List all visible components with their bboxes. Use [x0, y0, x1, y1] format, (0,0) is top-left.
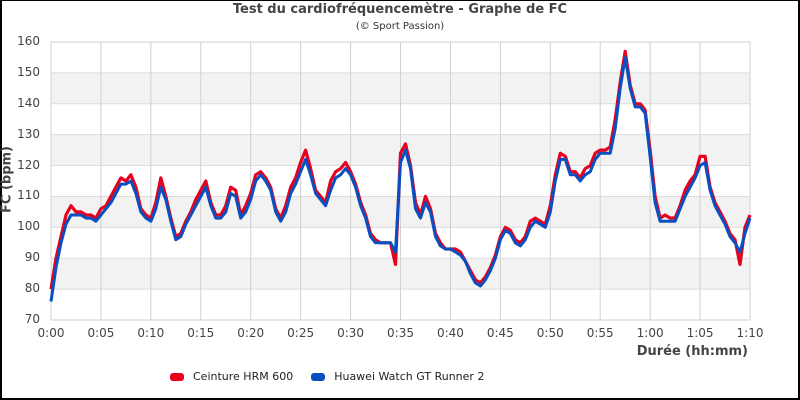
- y-tick-label: 70: [24, 312, 40, 326]
- legend-item-huawei[interactable]: Huawei Watch GT Runner 2: [311, 370, 484, 383]
- x-tick-label: 0:50: [536, 326, 564, 340]
- x-tick-label: 0:05: [87, 326, 115, 340]
- legend: Ceinture HRM 600 Huawei Watch GT Runner …: [170, 370, 502, 383]
- x-tick-label: 1:10: [736, 326, 764, 340]
- chart-title: Test du cardiofréquencemètre - Graphe de…: [232, 2, 568, 17]
- y-tick-label: 110: [17, 188, 40, 203]
- x-tick-label: 0:35: [387, 326, 414, 340]
- x-tick-label: 0:20: [237, 326, 265, 340]
- legend-swatch-blue-icon: [311, 372, 326, 381]
- legend-label: Ceinture HRM 600: [193, 370, 294, 383]
- chart-subtitle: (© Sport Passion): [355, 21, 445, 32]
- legend-item-hrm600[interactable]: Ceinture HRM 600: [170, 370, 293, 383]
- x-tick-label: 0:10: [137, 326, 165, 340]
- x-tick-label: 1:05: [686, 326, 714, 340]
- legend-swatch-red-icon: [170, 372, 184, 381]
- y-tick-label: 160: [17, 34, 40, 48]
- series-lines: [49, 49, 752, 302]
- plot-border: [50, 41, 751, 321]
- x-tick-label: 0:30: [337, 326, 365, 340]
- x-tick-label: 1:00: [636, 326, 664, 340]
- x-tick-label: 0:15: [187, 326, 215, 340]
- x-tick-label: 0:25: [287, 326, 315, 340]
- y-tick-label: 140: [17, 95, 40, 110]
- x-axis-label: Durée (hh:mm): [636, 344, 748, 359]
- series-line-huawei: [49, 55, 752, 302]
- y-tick-label: 90: [24, 250, 40, 265]
- y-tick-label: 80: [24, 281, 40, 296]
- x-tick-label: 0:40: [436, 326, 464, 340]
- y-tick-label: 120: [17, 157, 40, 172]
- legend-label: Huawei Watch GT Runner 2: [334, 370, 485, 383]
- y-tick-label: 130: [17, 126, 40, 141]
- y-tick-label: 150: [17, 64, 40, 79]
- y-tick-label: 100: [17, 219, 40, 234]
- x-tick-label: 0:55: [586, 326, 614, 340]
- x-tick-label: 0:00: [37, 326, 65, 340]
- y-axis-label: FC (bpm): [0, 146, 15, 213]
- x-tick-label: 0:45: [486, 326, 514, 340]
